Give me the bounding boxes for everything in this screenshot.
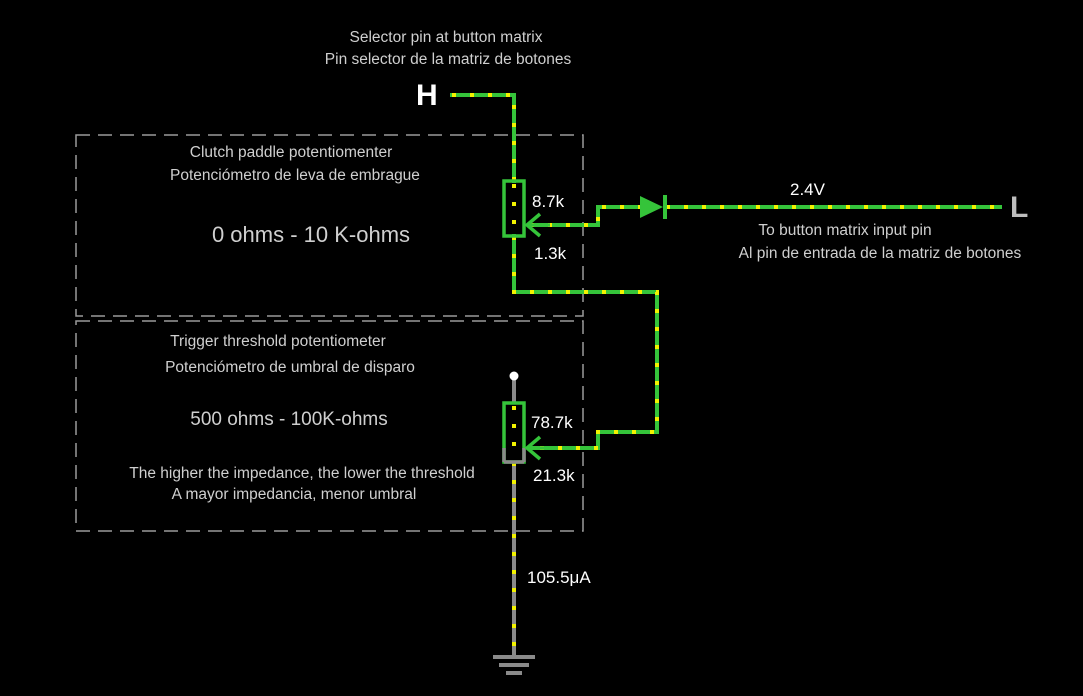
clutch-range: 0 ohms - 10 K-ohms [212, 222, 410, 247]
trigger-potentiometer [502, 401, 550, 464]
open-terminal-dot [509, 371, 519, 381]
input-label-es: Al pin de entrada de la matriz de botone… [739, 245, 1022, 262]
trigger-upper-resistance: 78.7k [531, 413, 573, 432]
trigger-title: Trigger threshold potentiometer [170, 333, 386, 350]
clutch-subtitle: Potenciómetro de leva de embrague [170, 167, 420, 184]
wire-h-to-clutch-pot [450, 93, 516, 183]
selector-label-es: Pin selector de la matriz de botones [325, 51, 572, 68]
node-l-label: L [1010, 191, 1028, 224]
clutch-title: Clutch paddle potentiomenter [190, 144, 393, 161]
ground-current-readout: 105.5μA [527, 568, 591, 587]
clutch-potentiometer [502, 179, 550, 238]
diode-voltage-readout: 2.4V [790, 180, 826, 199]
trigger-range: 500 ohms - 100K-ohms [190, 409, 388, 430]
wire-clutch-pot-to-trigger-wiper [512, 234, 659, 450]
trigger-potentiometer-box [75, 320, 584, 532]
ground-icon [493, 655, 535, 675]
trigger-note-en: The higher the impedance, the lower the … [129, 465, 475, 482]
trigger-lower-resistance: 21.3k [533, 466, 575, 485]
trigger-subtitle: Potenciómetro de umbral de disparo [165, 359, 415, 376]
trigger-note-es: A mayor impedancia, menor umbral [172, 486, 417, 503]
node-h-label: H [416, 79, 438, 112]
diode-icon [640, 195, 667, 219]
selector-label-en: Selector pin at button matrix [350, 29, 543, 46]
wire-clutch-wiper-to-diode [528, 205, 642, 227]
clutch-lower-resistance: 1.3k [534, 244, 567, 263]
input-label-en: To button matrix input pin [758, 222, 931, 239]
clutch-upper-resistance: 8.7k [532, 192, 565, 211]
